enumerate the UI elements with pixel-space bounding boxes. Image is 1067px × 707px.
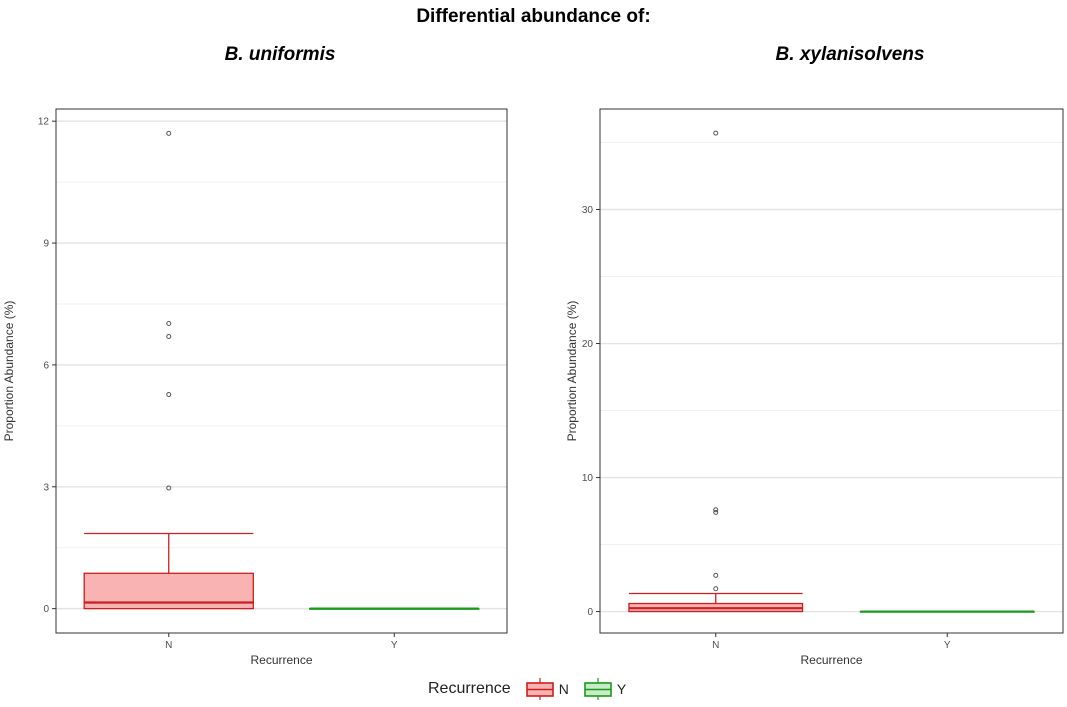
x-tick-label: Y (391, 640, 398, 651)
legend-title: Recurrence (428, 680, 511, 697)
legend-label-n: N (558, 681, 569, 697)
y-tick-label: 0 (43, 604, 49, 615)
x-tick-label: Y (944, 640, 951, 651)
outlier-point (713, 130, 719, 136)
x-tick-label: N (165, 640, 172, 651)
outlier-point (166, 392, 172, 398)
outlier-point (166, 333, 172, 339)
right-chart-title: B. xylanisolvens (775, 44, 925, 65)
outlier-point (713, 509, 719, 515)
outlier-point (713, 572, 719, 578)
x-axis-title: Recurrence (250, 653, 312, 667)
x-tick-label: N (712, 640, 719, 651)
legend: Recurrence N Y (428, 676, 626, 702)
y-axis-title: Proportion Abundance (%) (565, 301, 579, 442)
y-tick-label: 10 (582, 473, 594, 484)
outlier-point (166, 485, 172, 491)
outlier-point (713, 586, 719, 592)
chart-panel-1: 0 10 20 30 N Y Recurrence Proportion Abundance … (565, 108, 1064, 667)
outlier-point (166, 320, 172, 326)
x-axis-title: Recurrence (800, 653, 862, 667)
outlier-point (166, 130, 172, 136)
legend-key-n (525, 678, 555, 700)
legend-key-y (583, 678, 613, 700)
y-axis-title: Proportion Abundance (%) (2, 301, 16, 442)
y-tick-label: 12 (38, 117, 50, 128)
y-tick-label: 3 (43, 482, 49, 493)
y-tick-label: 9 (43, 239, 49, 250)
y-tick-label: 6 (43, 360, 49, 371)
y-tick-label: 30 (582, 205, 594, 216)
y-tick-label: 0 (587, 607, 593, 618)
left-chart-title: B. uniformis (224, 44, 336, 65)
panel-border (55, 108, 508, 634)
panel-border (599, 108, 1064, 634)
legend-label-y: Y (616, 681, 627, 697)
chart-panel-0: 0 3 6 9 12 N Y Recurrence Proportion Abundance (… (2, 108, 508, 667)
y-tick-label: 20 (582, 339, 594, 350)
figure-title: Differential abundance of: (416, 6, 651, 27)
outlier-point (713, 507, 719, 513)
